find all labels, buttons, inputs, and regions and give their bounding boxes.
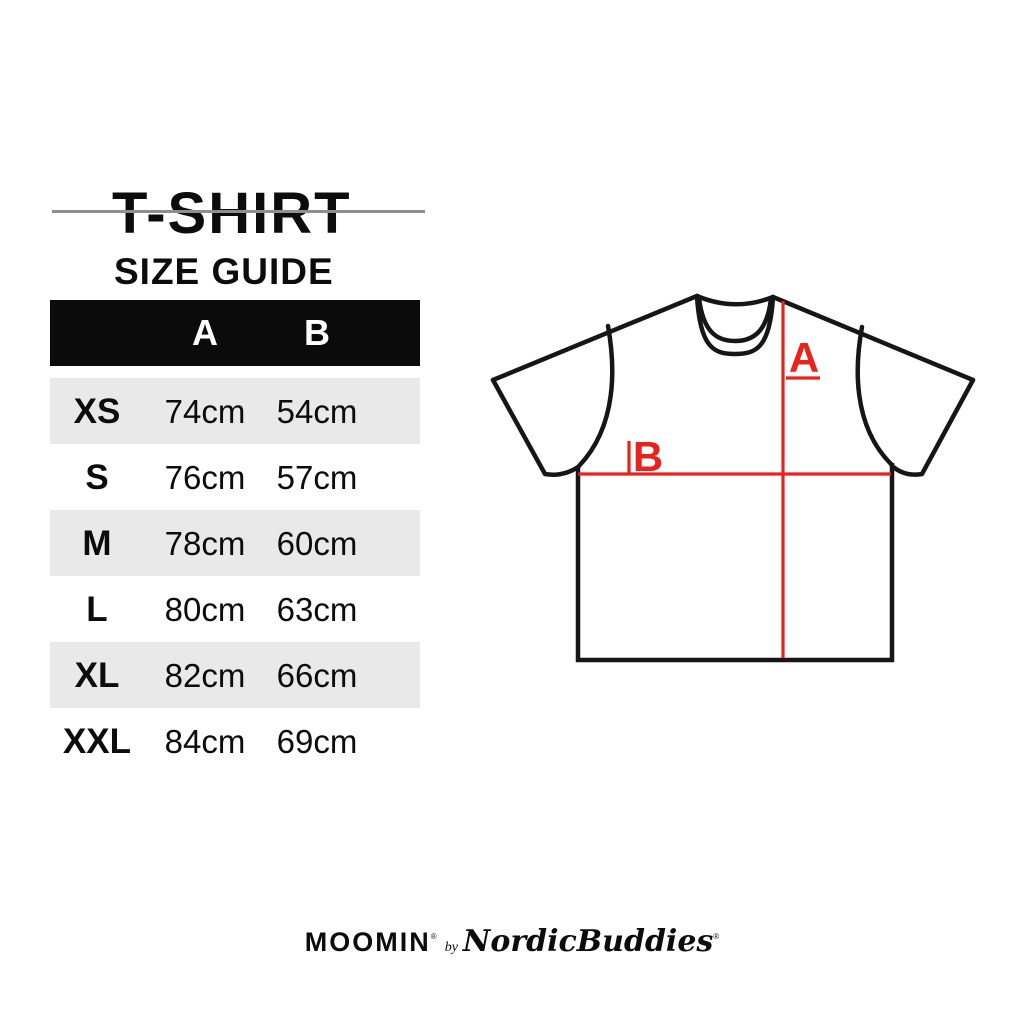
measurement-a: 80cm bbox=[164, 590, 246, 628]
table-row: XS 74cm 54cm bbox=[50, 378, 420, 444]
tshirt-collar-outer bbox=[694, 293, 776, 357]
measurement-label-a: A bbox=[789, 334, 819, 381]
table-row: S 76cm 57cm bbox=[50, 444, 420, 510]
measurement-b: 66cm bbox=[276, 656, 358, 694]
measurement-a: 82cm bbox=[164, 656, 246, 694]
tshirt-collar-inner bbox=[696, 295, 774, 344]
size-label: XXL bbox=[62, 721, 132, 761]
tshirt-left-armhole-seam bbox=[576, 323, 615, 469]
brand-by-text: by bbox=[444, 940, 458, 955]
table-row: XL 82cm 66cm bbox=[50, 642, 420, 708]
brand-footer: MOOMIN ® by NordicBuddies ® bbox=[305, 924, 719, 959]
size-label: S bbox=[85, 457, 109, 497]
measurement-a: 76cm bbox=[164, 458, 246, 496]
table-header-row: A B bbox=[50, 300, 420, 366]
measurement-b: 63cm bbox=[276, 590, 358, 628]
measurement-label-b: B bbox=[633, 433, 663, 480]
registered-mark-icon: ® bbox=[713, 932, 720, 941]
size-label: L bbox=[86, 589, 108, 629]
size-label: M bbox=[82, 523, 112, 563]
tshirt-back-neck bbox=[694, 293, 776, 307]
measurement-b: 54cm bbox=[276, 392, 358, 430]
measurement-a: 74cm bbox=[164, 392, 246, 430]
page-subtitle: SIZE GUIDE bbox=[114, 250, 334, 292]
page-title: T-SHIRT bbox=[112, 180, 352, 246]
table-row: M 78cm 60cm bbox=[50, 510, 420, 576]
tshirt-right-armhole-seam bbox=[855, 324, 894, 467]
tshirt-right-shoulder bbox=[770, 294, 976, 383]
tshirt-left-shoulder bbox=[490, 293, 700, 383]
measurement-b: 57cm bbox=[276, 458, 358, 496]
column-header-a: A bbox=[192, 312, 218, 353]
measurement-a: 78cm bbox=[164, 524, 246, 562]
brand-nordicbuddies-logo: NordicBuddies bbox=[462, 924, 714, 959]
tshirt-left-sleeve bbox=[490, 377, 581, 477]
registered-mark-icon: ® bbox=[430, 932, 437, 941]
size-label: XS bbox=[73, 391, 121, 431]
tshirt-right-sleeve bbox=[889, 377, 976, 477]
size-table: A B XS 74cm 54cm S 76cm 57cm M 78cm 60cm… bbox=[50, 300, 420, 774]
measurement-a: 84cm bbox=[164, 722, 246, 760]
measurement-b: 69cm bbox=[276, 722, 358, 760]
column-header-b: B bbox=[304, 312, 330, 353]
table-row: XXL 84cm 69cm bbox=[50, 708, 420, 774]
brand-moomin-logo: MOOMIN bbox=[304, 927, 431, 957]
table-row: L 80cm 63cm bbox=[50, 576, 420, 642]
tshirt-body-outline bbox=[575, 463, 895, 663]
title-divider bbox=[52, 210, 425, 213]
measurement-b: 60cm bbox=[276, 524, 358, 562]
size-label: XL bbox=[74, 655, 120, 695]
